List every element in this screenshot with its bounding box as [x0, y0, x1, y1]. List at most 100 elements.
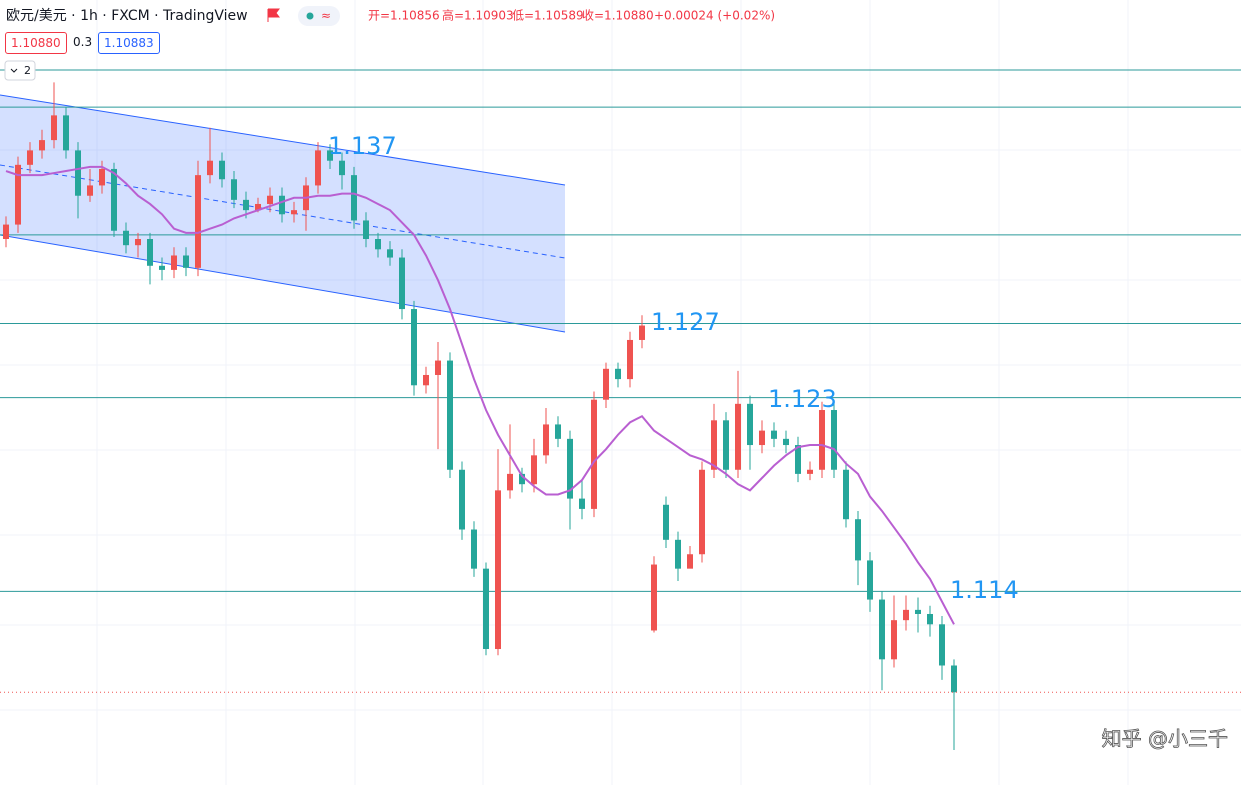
candle-body [783, 438, 789, 446]
candle-body [663, 504, 669, 540]
candle-body [267, 195, 273, 204]
candle-body [195, 175, 201, 268]
candle-body [495, 490, 501, 650]
spread: 0.3 [73, 35, 93, 49]
candle-body [159, 265, 165, 270]
candle-body [51, 115, 57, 141]
candle-body [675, 539, 681, 569]
candle-body [927, 613, 933, 625]
chart-title: 欧元/美元 · 1h · FXCM · TradingView [6, 8, 248, 24]
price-box-bid: 1.10880 [5, 32, 67, 54]
candle-body [531, 455, 537, 485]
ohlc-legend-item: 开=1.10856 [368, 9, 440, 23]
candle-body [687, 554, 693, 569]
price-annotation: 1.114 [950, 576, 1019, 604]
candle-body [771, 430, 777, 439]
ohlc-legend-item: 低=1.10589 [512, 9, 584, 23]
candle-body [951, 665, 957, 693]
candle-body [387, 249, 393, 258]
watermark: 知乎 @小三千 [1102, 727, 1228, 751]
candle-body [375, 239, 381, 250]
price-annotation: 1.137 [328, 132, 397, 160]
candle-body [111, 168, 117, 231]
candle-body [363, 220, 369, 240]
candle-body [567, 438, 573, 499]
candle-body [795, 445, 801, 474]
candle-body [819, 410, 825, 470]
candle-body [123, 230, 129, 246]
candle-body [171, 255, 177, 270]
candle-body [75, 150, 81, 196]
candle-body [711, 420, 717, 470]
price-box-ask: 1.10883 [98, 32, 160, 54]
candle-body [399, 257, 405, 310]
candle-body [627, 339, 633, 380]
candle-body [651, 564, 657, 631]
candle-body [135, 239, 141, 246]
candle-body [723, 420, 729, 470]
candle-body [699, 469, 705, 555]
ohlc-legend-item: +0.00024 (+0.02%) [654, 9, 775, 23]
candle-body [435, 360, 441, 375]
candle-body [615, 368, 621, 380]
candle-body [867, 560, 873, 600]
collapse-button[interactable]: 2 [4, 60, 36, 81]
candle-body [879, 599, 885, 660]
candle-body [483, 568, 489, 650]
candle-body [747, 403, 753, 446]
candle-body [15, 164, 21, 225]
candle-body [183, 255, 189, 268]
candle-body [579, 498, 585, 509]
candle-body [843, 469, 849, 520]
candle-body [807, 469, 813, 474]
candle-body [903, 609, 909, 621]
collapse-count: 2 [24, 64, 31, 77]
candle-body [87, 185, 93, 196]
candle-body [471, 529, 477, 569]
candle-body [351, 175, 357, 221]
candle-body [327, 150, 333, 161]
candle-body [591, 399, 597, 509]
candle-body [543, 424, 549, 456]
candle-body [519, 473, 525, 485]
candle-body [735, 403, 741, 470]
candle-body [63, 115, 69, 151]
candle-body [279, 195, 285, 215]
candle-body [555, 424, 561, 439]
moving-average [5, 165, 955, 625]
candle-body [507, 473, 513, 491]
price-annotation: 1.127 [651, 308, 720, 336]
ohlc-legend-item: 收=1.10880 [582, 9, 654, 23]
candle-body [759, 430, 765, 446]
candle-body [255, 203, 261, 211]
candle-body [27, 150, 33, 165]
candle-body [423, 374, 429, 386]
candle-body [231, 179, 237, 200]
price-annotation: 1.123 [768, 385, 837, 413]
candle-body [39, 140, 45, 151]
candle-body [939, 624, 945, 666]
candle-body [891, 620, 897, 660]
candle-body [447, 360, 453, 470]
candle-body [639, 325, 645, 340]
candle-body [315, 150, 321, 186]
candle-body [219, 160, 225, 180]
candle-body [915, 609, 921, 614]
candle-body [207, 160, 213, 176]
candle-body [831, 410, 837, 470]
candle-body [243, 199, 249, 211]
candle-body [99, 168, 105, 186]
svg-text:≈: ≈ [321, 9, 331, 23]
ohlc-legend-item: 高=1.10903 [442, 8, 514, 23]
candle-body [855, 519, 861, 561]
candle-body [147, 239, 153, 266]
candle-body [603, 368, 609, 400]
candle-body [339, 160, 345, 176]
candle-body [3, 224, 9, 240]
status-icons: ≈ [267, 6, 340, 26]
candle-body [411, 309, 417, 386]
candle-body [459, 469, 465, 530]
